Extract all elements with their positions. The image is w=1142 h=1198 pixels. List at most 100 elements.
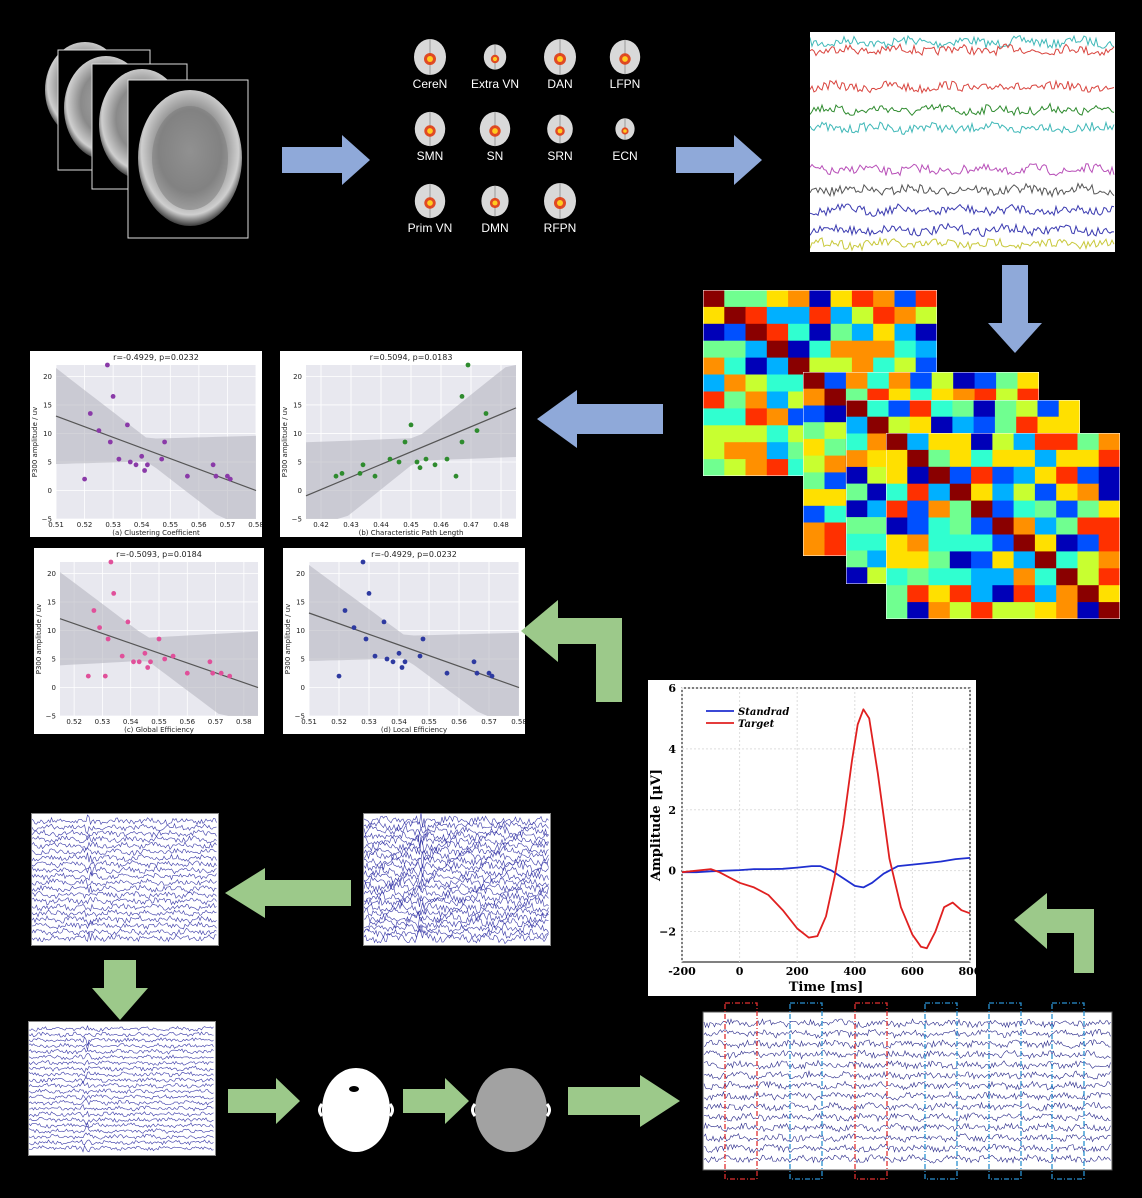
green-elbow-arrow xyxy=(1014,893,1094,973)
x-tick-label: 0.57 xyxy=(220,521,236,529)
y-tick-label: −5 xyxy=(42,516,52,524)
eeg-channel-trace xyxy=(703,1039,1111,1050)
chart-title: r=-0.5093, p=0.0184 xyxy=(116,550,202,559)
network-label: DMN xyxy=(481,221,509,235)
network-item: ECN xyxy=(590,107,660,177)
eeg-channel-trace xyxy=(31,884,217,894)
data-point xyxy=(96,428,102,433)
eeg-channel-trace xyxy=(31,915,217,927)
eeg-channel-trace xyxy=(363,901,549,916)
data-point xyxy=(399,665,405,670)
brain-render-icon xyxy=(414,183,446,219)
data-point xyxy=(387,456,393,462)
eeg-channel-trace xyxy=(363,833,549,848)
x-tick-label: 0.56 xyxy=(451,718,467,726)
green-arrow-right xyxy=(228,1078,300,1124)
x-tick-label: 0.48 xyxy=(493,521,509,529)
data-point xyxy=(423,456,429,462)
data-point xyxy=(119,653,125,659)
eeg-channel-trace xyxy=(31,814,217,826)
eeg-channel-trace xyxy=(31,841,217,851)
eeg-panel-filtered xyxy=(31,813,219,946)
y-tick-label: 0 xyxy=(301,684,305,692)
eeg-channel-trace xyxy=(363,928,549,945)
x-tick-label: 0.44 xyxy=(373,521,389,529)
x-tick-label: 0.42 xyxy=(313,521,329,529)
eeg-channel-trace xyxy=(703,1101,1111,1112)
y-tick-label: 0 xyxy=(52,684,56,692)
y-tick-label: 15 xyxy=(47,598,56,606)
confidence-band xyxy=(60,572,258,716)
data-point xyxy=(107,439,113,445)
x-tick-label: 0.54 xyxy=(134,521,150,529)
y-tick-label: 6 xyxy=(668,682,676,695)
data-point xyxy=(185,473,190,479)
x-tick-label: 0.55 xyxy=(162,521,178,529)
brain-render-icon xyxy=(544,39,576,75)
eeg-epochs-panel xyxy=(700,1000,1115,1182)
y-tick-label: 20 xyxy=(296,570,305,578)
data-point xyxy=(108,559,114,565)
x-tick-label: 0.51 xyxy=(48,521,64,529)
eeg-channel-trace xyxy=(363,850,549,862)
data-point xyxy=(459,394,465,399)
eeg-channel-trace xyxy=(31,896,217,906)
x-tick-label: 0.55 xyxy=(151,718,167,726)
eeg-channel-trace xyxy=(703,1059,1111,1071)
eeg-channel-trace xyxy=(28,1116,214,1126)
data-point xyxy=(444,456,450,462)
y-axis-label: Amplitude [μV] xyxy=(649,769,664,882)
network-trace xyxy=(810,162,1115,177)
epoch-window xyxy=(724,1002,758,1180)
data-point xyxy=(459,439,465,445)
y-tick-label: 0 xyxy=(668,865,676,878)
scatter-chart-path-length: 0.42 0.43 0.44 0.45 0.46 0.47 0.48 20 15 10 5 0 −5 r=… xyxy=(281,353,517,537)
data-point xyxy=(420,636,426,642)
data-point xyxy=(111,591,117,596)
eeg-channel-trace xyxy=(28,1139,214,1146)
x-axis-label: (a) Clustering Coefficient xyxy=(112,529,200,537)
network-label: SN xyxy=(486,149,504,163)
data-point xyxy=(402,659,408,665)
data-point xyxy=(227,476,233,482)
eeg-channel-trace xyxy=(28,1041,214,1051)
eeg-channel-trace xyxy=(28,1098,214,1106)
head-white-icon xyxy=(318,1068,394,1152)
network-item: DAN xyxy=(525,35,595,105)
x-tick-label: 0.58 xyxy=(236,718,252,726)
x-tick-label: -200 xyxy=(668,965,696,978)
data-point xyxy=(159,456,165,462)
x-tick-label: 0.57 xyxy=(481,718,497,726)
data-point xyxy=(110,394,116,399)
eeg-channel-trace xyxy=(31,927,217,937)
data-point xyxy=(213,473,219,479)
brain-render-icon xyxy=(414,39,446,75)
data-point xyxy=(82,476,87,482)
y-tick-label: 10 xyxy=(47,627,56,635)
data-point xyxy=(127,459,133,465)
data-point xyxy=(142,650,148,656)
x-axis-label: (b) Characteristic Path Length xyxy=(359,529,464,537)
brain-render-icon xyxy=(615,118,635,140)
data-point xyxy=(210,670,216,676)
data-point xyxy=(139,453,145,459)
network-label: DAN xyxy=(547,77,573,91)
series-line xyxy=(682,857,971,889)
y-tick-label: −5 xyxy=(46,713,56,721)
y-axis-label: P300 amplitude / uv xyxy=(31,407,39,478)
regression-line xyxy=(305,407,517,497)
data-point xyxy=(131,659,136,665)
data-point xyxy=(116,456,122,462)
network-item: LFPN xyxy=(590,35,660,105)
x-tick-label: 0.56 xyxy=(191,521,207,529)
epoch-window xyxy=(854,1002,888,1180)
y-tick-label: 0 xyxy=(298,487,302,495)
regression-line xyxy=(55,415,257,492)
confidence-band xyxy=(56,368,256,519)
brain-render-icon xyxy=(481,185,509,217)
eeg-channel-trace xyxy=(703,1080,1111,1091)
brain-render-icon xyxy=(544,183,576,219)
eeg-channel-trace xyxy=(28,1036,214,1046)
network-label: CereN xyxy=(412,77,448,91)
epoch-window xyxy=(789,1002,823,1180)
